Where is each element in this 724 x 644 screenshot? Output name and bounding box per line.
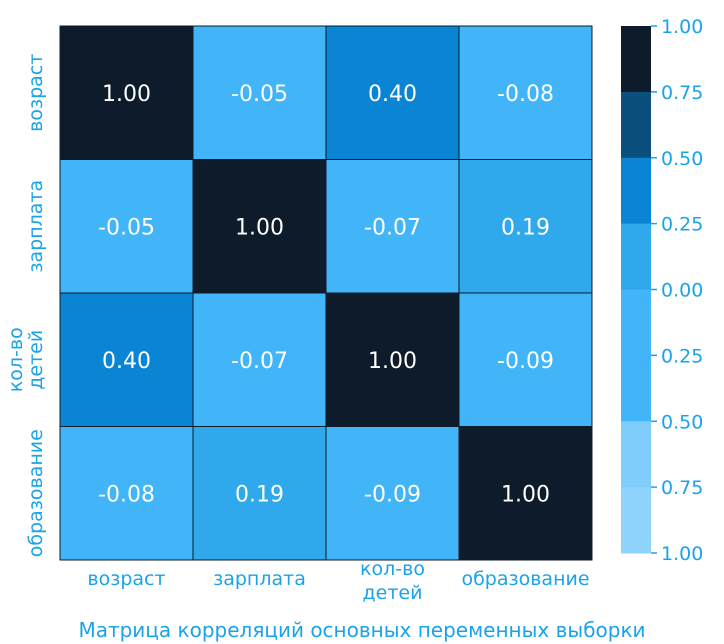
cell-value-label: 0.40 [102, 349, 151, 374]
colorbar-band [621, 91, 651, 159]
colorbar-band [621, 421, 651, 488]
cell-value-label: 1.00 [235, 215, 284, 240]
heatmap-cell [59, 426, 194, 561]
cell-value-label: -0.08 [98, 482, 155, 507]
heatmap-cell [192, 25, 327, 160]
colorbar-band [621, 26, 651, 93]
cell-value-label: -0.05 [231, 82, 288, 107]
cell-value-label: -0.07 [364, 215, 421, 240]
heatmap-cell [192, 426, 327, 561]
heatmap-cells: 1.00 -0.05 0.40 -0.08 -0.05 1.00 -0.07 0.19 0.40… [59, 25, 593, 561]
colorbar-tick-label: 0.50 [661, 411, 703, 433]
cell-value-label: 1.00 [102, 82, 151, 107]
cell-value-label: -0.08 [497, 82, 554, 107]
colorbar-tick-label: 0.50 [661, 148, 703, 170]
colorbar-band [621, 223, 651, 290]
heatmap-cell [325, 25, 460, 160]
colorbar-tick-label: 0.75 [661, 477, 703, 499]
colorbar-tick-label: 0.25 [661, 345, 703, 367]
heatmap-cell [458, 292, 593, 427]
cell-value-label: 0.19 [501, 215, 550, 240]
cell-value-label: -0.05 [98, 215, 155, 240]
y-tick-labels: возраст зарплата кол-водетей образование [5, 54, 47, 558]
y-tick-label: кол-водетей [5, 327, 47, 392]
heatmap-cell [192, 159, 327, 294]
x-tick-labels: возраст зарплата кол-во детей образование [87, 558, 589, 604]
colorbar-band [621, 487, 651, 554]
colorbar-tick-label: 1.00 [661, 16, 703, 38]
x-tick-label: образование [461, 568, 589, 590]
colorbar-band [621, 157, 651, 225]
y-tick-label: образование [25, 429, 47, 557]
heatmap-cell [59, 159, 194, 294]
colorbar: 1.00 0.75 0.50 0.25 0.00 0.25 0.50 0.75 1.00 [621, 16, 703, 565]
x-tick-label: возраст [87, 568, 165, 590]
colorbar-tick-label: 0.00 [661, 280, 703, 302]
heatmap-cell [192, 292, 327, 427]
cell-value-label: 0.19 [235, 482, 284, 507]
cell-value-label: 1.00 [501, 482, 550, 507]
chart-title: Матрица корреляций основных переменных в… [78, 618, 645, 642]
cell-value-label: -0.07 [231, 349, 288, 374]
cell-value-label: -0.09 [497, 349, 554, 374]
y-tick-label: зарплата [25, 180, 47, 273]
colorbar-band [621, 355, 651, 422]
heatmap-cell [458, 25, 593, 160]
cell-value-label: 1.00 [368, 349, 417, 374]
heatmap-cell [325, 426, 460, 561]
heatmap-cell [59, 25, 194, 160]
cell-value-label: -0.09 [364, 482, 421, 507]
x-tick-label: кол-во детей [360, 558, 425, 604]
colorbar-tick-label: 0.25 [661, 214, 703, 236]
colorbar-tick-label: 1.00 [661, 543, 703, 565]
colorbar-band [621, 289, 651, 356]
heatmap-cell [458, 426, 593, 561]
y-tick-label: возраст [25, 54, 47, 132]
colorbar-tick-label: 0.75 [661, 82, 703, 104]
x-tick-label: зарплата [213, 568, 306, 590]
heatmap-cell [458, 159, 593, 294]
cell-value-label: 0.40 [368, 82, 417, 107]
